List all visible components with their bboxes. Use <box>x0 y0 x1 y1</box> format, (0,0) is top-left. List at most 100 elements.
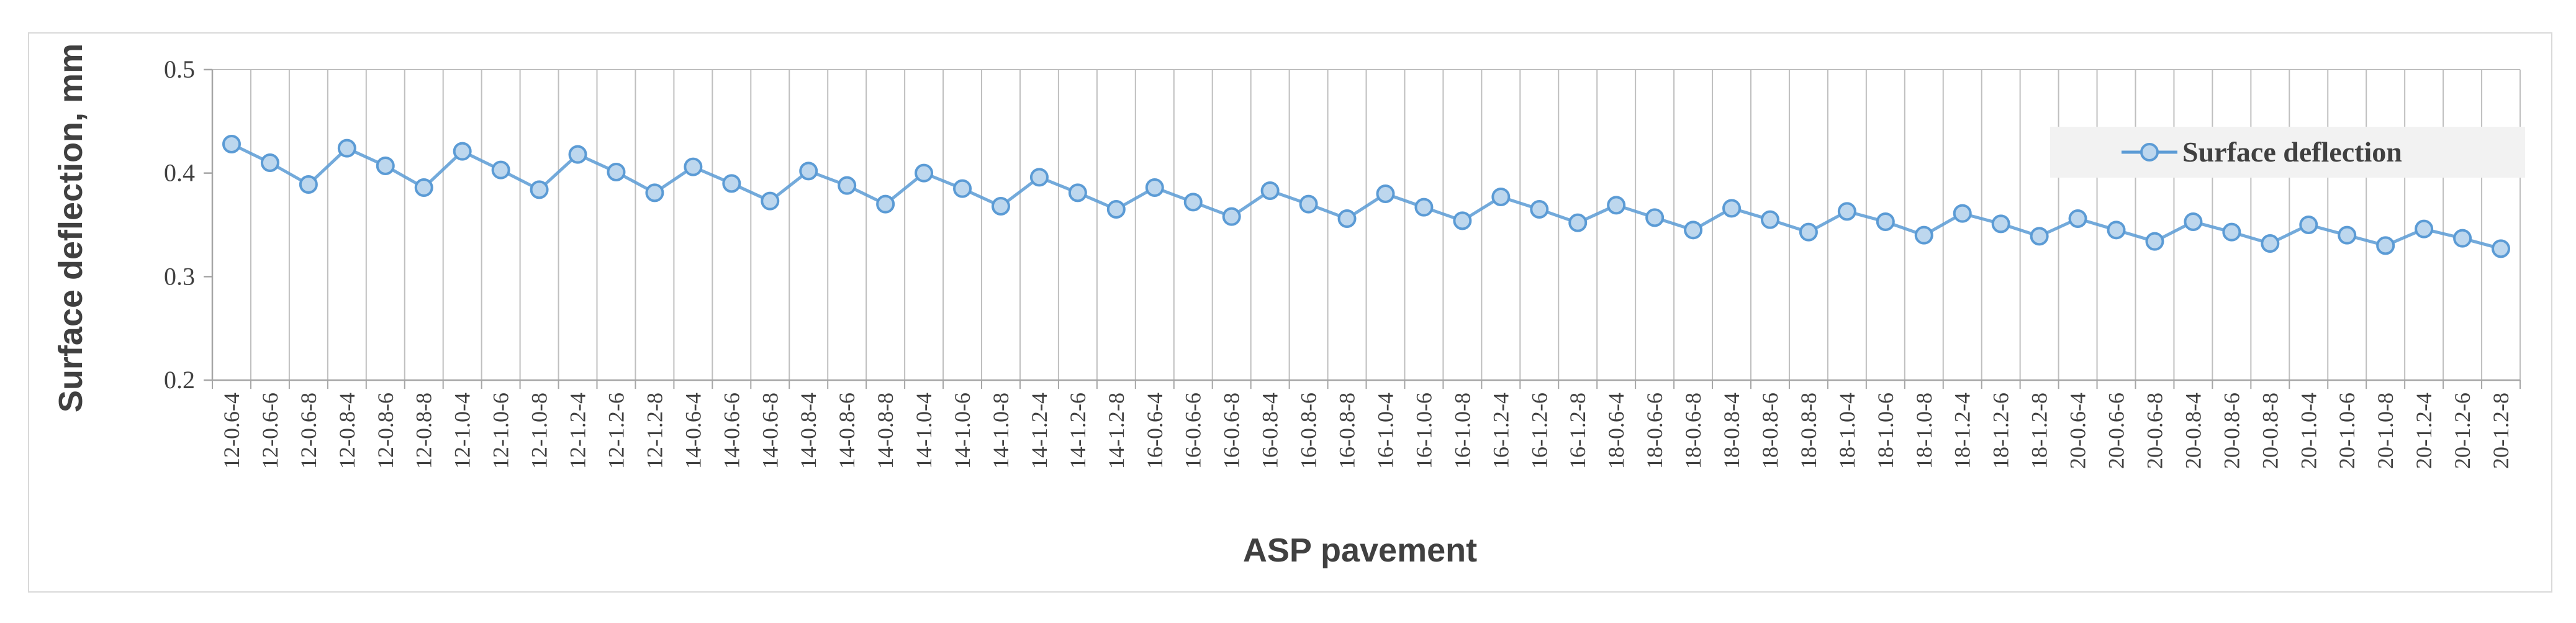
data-point <box>1991 214 2010 234</box>
data-point <box>953 179 972 198</box>
data-point <box>1337 209 1357 228</box>
x-tick-label: 18-0.6-4 <box>1604 393 1629 469</box>
data-point <box>2068 209 2087 228</box>
x-tick-label: 14-0.8-6 <box>834 393 859 469</box>
data-point <box>491 160 510 180</box>
x-tick-label: 16-0.6-6 <box>1181 393 1206 469</box>
line-chart: 0.20.30.40.5 12-0.6-4 12-0.6-6 12-0.6-8 12-… <box>52 43 2525 569</box>
data-point <box>1953 204 1972 223</box>
legend: Surface deflection <box>2050 127 2525 178</box>
data-point <box>1376 184 1395 203</box>
data-point <box>876 194 895 214</box>
data-point <box>376 157 395 175</box>
x-tick-label: 18-1.0-4 <box>1835 393 1860 469</box>
data-point <box>1260 181 1280 200</box>
data-point <box>684 157 703 176</box>
data-point <box>2338 225 2357 245</box>
x-tick-label: 12-1.0-4 <box>450 393 475 469</box>
data-point <box>453 142 472 161</box>
x-tick-label: 12-1.0-6 <box>489 393 513 469</box>
x-tick-label: 18-0.8-4 <box>1719 393 1744 469</box>
data-point <box>1222 207 1241 226</box>
x-tick-label: 12-1.2-4 <box>566 393 590 469</box>
data-point <box>337 139 356 158</box>
x-tick-label: 20-1.2-6 <box>2450 393 2475 469</box>
x-tick-label: 12-1.2-6 <box>603 393 628 469</box>
x-tick-label: 16-0.6-4 <box>1142 393 1167 469</box>
data-point <box>1568 213 1588 232</box>
x-tick-label: 18-0.6-6 <box>1642 393 1667 469</box>
data-point <box>299 175 318 194</box>
chart-frame: 0.2 0.3 0.4 0.5 12-0.6-4 12-0.6-6 12-0.6-8 12-… <box>28 32 2552 593</box>
legend-label: Surface deflection <box>2182 136 2402 168</box>
data-point <box>1530 200 1549 219</box>
x-tick-label: 14-0.6-4 <box>680 393 705 469</box>
data-point <box>1068 183 1087 202</box>
x-tick-label: 18-1.2-4 <box>1950 393 1975 469</box>
data-point <box>1414 198 1434 217</box>
x-tick-label: 12-0.6-6 <box>258 393 282 469</box>
y-tick-label: 0.3 <box>164 262 195 290</box>
data-point <box>414 178 433 197</box>
data-point <box>799 161 818 181</box>
data-point <box>2030 227 2049 246</box>
x-tick-label: 16-1.2-8 <box>1565 393 1590 469</box>
data-point <box>260 153 279 172</box>
x-tick-label: 14-0.6-8 <box>757 393 782 469</box>
x-tick-label: 18-0.8-6 <box>1758 393 1783 469</box>
x-tick-label: 20-1.2-8 <box>2488 393 2513 469</box>
x-tick-label: 20-0.8-4 <box>2181 393 2205 469</box>
x-tick-label: 20-0.6-8 <box>2142 393 2167 469</box>
x-tick-label: 12-0.8-8 <box>412 393 436 469</box>
x-tick-label: 18-0.8-8 <box>1796 393 1821 469</box>
x-tick-label: 16-1.0-6 <box>1411 393 1436 469</box>
data-point <box>2184 212 2203 231</box>
data-point <box>1684 221 1703 240</box>
x-tick-label: 12-0.8-6 <box>373 393 398 469</box>
grid-lines <box>212 69 2521 380</box>
y-tick-label: 0.4 <box>164 159 195 187</box>
x-tick-label: 12-1.2-8 <box>642 393 667 469</box>
x-tick-label: 20-1.0-4 <box>2296 393 2321 469</box>
x-tick-label: 20-1.0-8 <box>2373 393 2398 469</box>
data-point <box>1799 222 1818 242</box>
y-axis-title: Surface deflection, mm <box>52 43 89 412</box>
data-point <box>2453 229 2472 248</box>
x-tick-label: 18-1.0-8 <box>1912 393 1937 469</box>
x-tick-label: 14-1.2-6 <box>1065 393 1090 469</box>
data-point <box>645 183 664 202</box>
data-point <box>722 174 741 193</box>
x-tick-label: 16-0.6-8 <box>1219 393 1244 469</box>
data-point <box>2107 221 2126 240</box>
y-tick-labels: 0.2 0.3 0.4 0.5 <box>164 55 195 394</box>
data-point <box>1645 208 1665 227</box>
axes <box>204 68 2521 389</box>
x-tick-label: 16-1.0-4 <box>1373 393 1398 469</box>
data-point <box>1145 178 1164 197</box>
data-point <box>1491 188 1511 206</box>
x-tick-label: 12-0.6-4 <box>219 393 244 469</box>
x-tick-labels: 12-0.6-4 12-0.6-6 12-0.6-8 12-0.8-4 12-0.8-6… <box>219 393 2513 469</box>
data-point <box>607 163 626 181</box>
x-tick-label: 16-0.8-6 <box>1296 393 1321 469</box>
data-point <box>1722 199 1742 218</box>
x-tick-label: 16-0.8-4 <box>1258 393 1283 469</box>
x-tick-label: 20-0.8-6 <box>2219 393 2244 469</box>
data-point <box>2222 222 2241 242</box>
x-tick-label: 16-1.2-4 <box>1488 393 1513 469</box>
data-point <box>568 145 587 164</box>
data-point <box>915 163 934 183</box>
data-point <box>2376 236 2395 255</box>
x-tick-label: 12-0.8-4 <box>335 393 359 469</box>
x-tick-label: 18-1.2-8 <box>2027 393 2052 469</box>
x-tick-label: 14-0.6-6 <box>719 393 744 469</box>
x-tick-label: 18-0.6-8 <box>1681 393 1706 469</box>
x-tick-label: 20-0.6-4 <box>2066 393 2090 469</box>
data-point <box>222 135 241 153</box>
data-point <box>1914 225 1933 245</box>
data-point <box>1183 193 1203 212</box>
x-tick-label: 14-0.8-8 <box>873 393 898 469</box>
x-tick-label: 20-0.6-6 <box>2104 393 2129 469</box>
data-point <box>838 176 857 195</box>
x-tick-label: 20-1.0-6 <box>2334 393 2359 469</box>
